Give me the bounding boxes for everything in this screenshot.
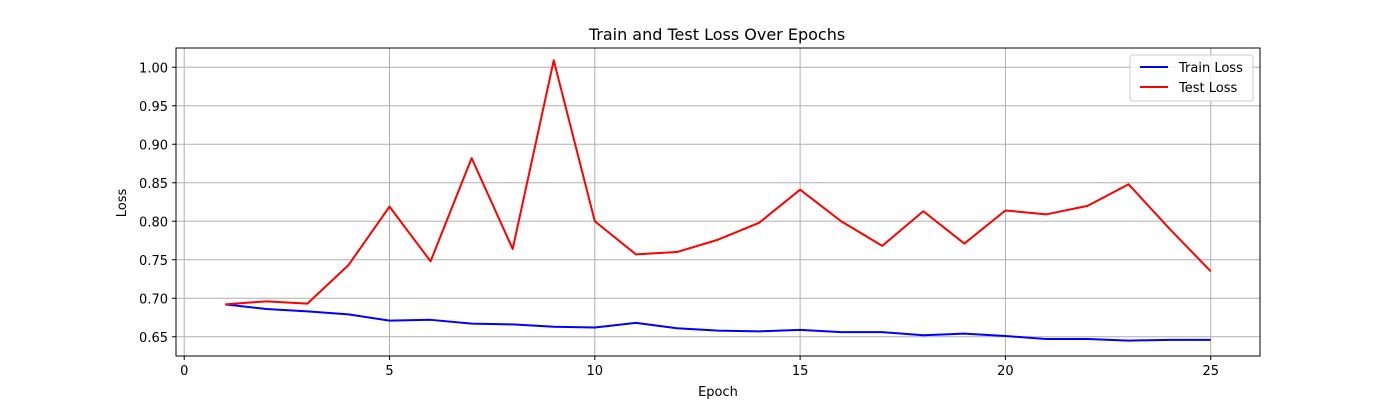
y-tick-label: 0.95 [139, 100, 168, 115]
series-lines [225, 59, 1212, 342]
legend-label-train: Train Loss [1178, 61, 1243, 76]
grid-lines [176, 48, 1260, 356]
series-line-test-loss [225, 59, 1212, 306]
x-axis-ticks: 0 5 10 15 20 25 [180, 356, 1219, 379]
x-tick-label: 25 [1202, 364, 1219, 379]
y-tick-label: 1.00 [139, 61, 168, 76]
x-tick-label: 15 [792, 364, 809, 379]
y-tick-label: 0.80 [139, 215, 168, 230]
series-line-train-loss [225, 303, 1211, 342]
x-axis-label: Epoch [698, 385, 738, 400]
y-axis-label: Loss [115, 189, 130, 218]
y-tick-label: 0.90 [139, 138, 168, 153]
x-tick-label: 0 [180, 364, 188, 379]
legend-label-test: Test Loss [1178, 81, 1237, 96]
legend: Train Loss Test Loss [1129, 54, 1254, 102]
x-tick-label: 10 [587, 364, 604, 379]
chart-title: Train and Test Loss Over Epochs [588, 25, 845, 44]
x-tick-label: 5 [385, 364, 393, 379]
plot-frame [175, 47, 1261, 357]
y-tick-label: 0.85 [139, 177, 168, 192]
y-tick-label: 0.75 [139, 254, 168, 269]
y-axis-ticks: 0.65 0.70 0.75 0.80 0.85 0.90 0.95 1.00 [139, 61, 176, 346]
y-tick-label: 0.70 [139, 292, 168, 307]
x-tick-label: 20 [997, 364, 1014, 379]
y-tick-label: 0.65 [139, 331, 168, 346]
